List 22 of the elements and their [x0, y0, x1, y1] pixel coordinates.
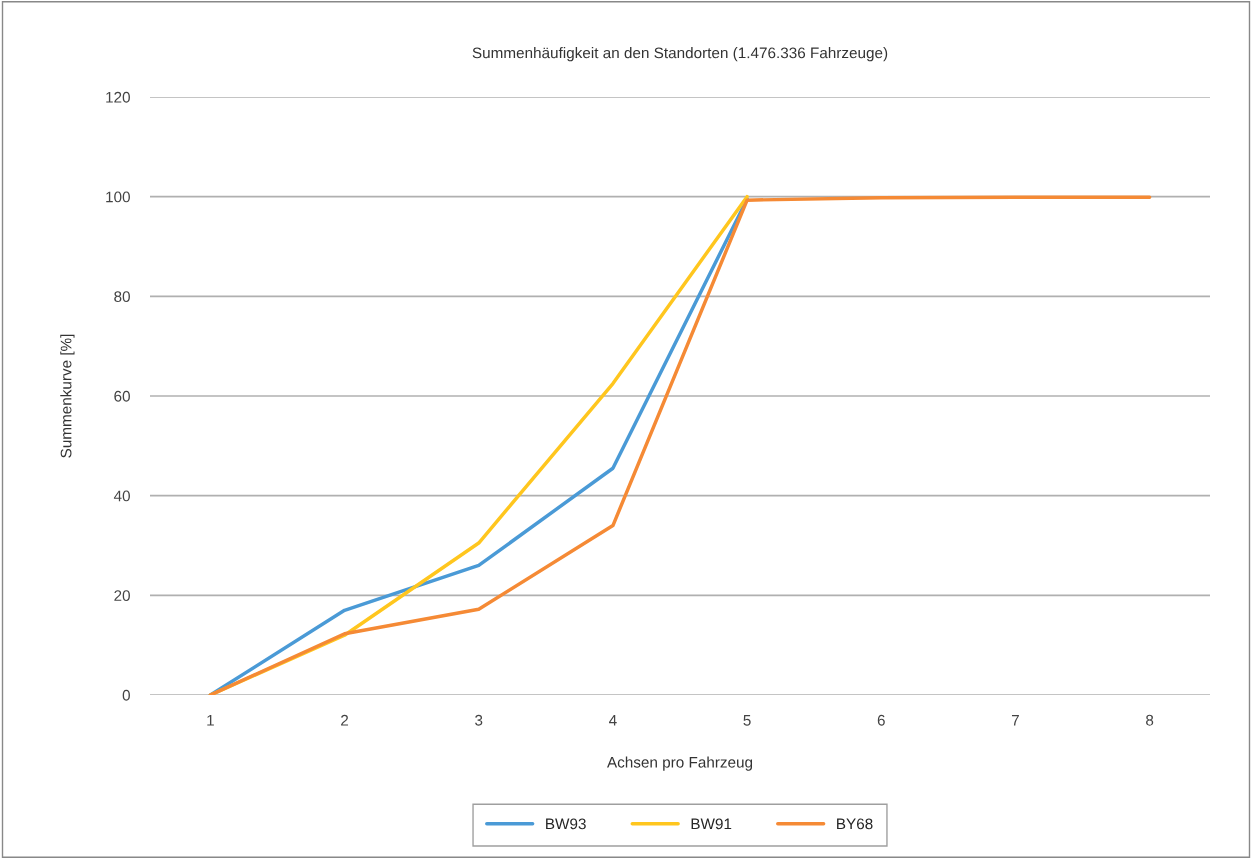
- y-tick-label: 100: [106, 191, 130, 203]
- y-tick-label: 80: [114, 291, 130, 303]
- x-tick-label: 3: [475, 714, 483, 726]
- y-axis-title: Summenkurve [%]: [60, 334, 75, 458]
- x-tick-label: 1: [207, 715, 214, 726]
- y-tick-label: 60: [114, 390, 130, 402]
- x-tick-label: 2: [341, 714, 349, 726]
- legend-label: BW93: [546, 818, 586, 830]
- y-tick-label: 40: [113, 490, 130, 502]
- y-tick-label: 0: [122, 689, 130, 701]
- line-series: [208, 195, 1152, 695]
- x-tick-label: 4: [609, 715, 617, 726]
- chart-title: Summenhäufigkeit an den Standorten (1.476.336 Fahrzeuge): [472, 47, 888, 62]
- y-tick-label: 120: [106, 91, 130, 103]
- y-tick-label: 20: [114, 590, 130, 602]
- x-tick-label: 5: [743, 715, 751, 726]
- x-tick-label: 7: [1011, 715, 1019, 726]
- legend-label: BW91: [691, 818, 732, 830]
- x-axis-title: Achsen pro Fahrzeug: [607, 756, 753, 771]
- x-tick-label: 6: [877, 714, 885, 726]
- legend-label: BY68: [837, 818, 873, 830]
- x-tick-label: 8: [1146, 714, 1154, 726]
